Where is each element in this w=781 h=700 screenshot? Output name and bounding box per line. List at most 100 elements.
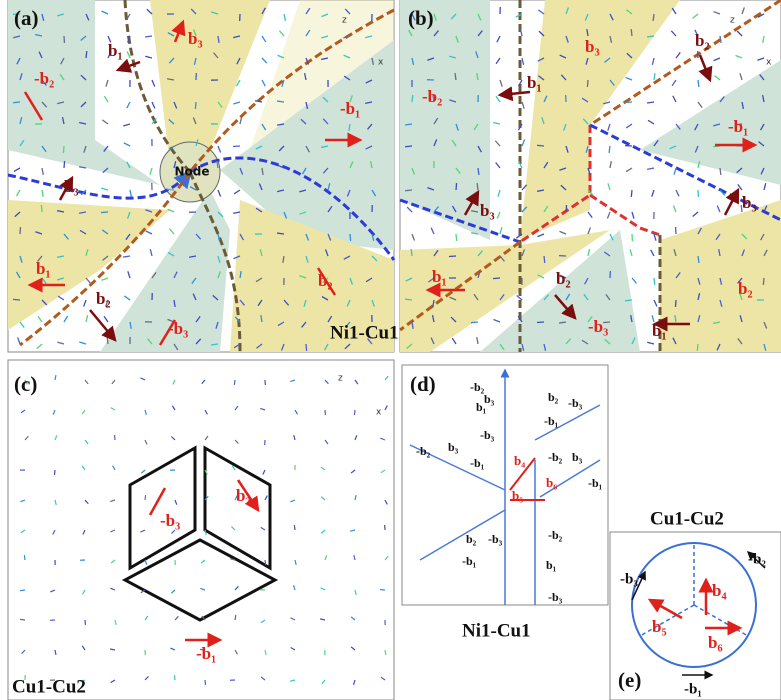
axis-label: z	[338, 374, 343, 384]
panel-label: (a)	[14, 6, 39, 30]
vector-label: b₂	[236, 486, 251, 505]
field-arrow	[20, 619, 25, 620]
field-arrow	[449, 256, 456, 257]
vector-label: -b₂	[416, 444, 431, 458]
field-arrow	[63, 146, 64, 153]
field-arrow	[294, 525, 295, 530]
vector-label: b₆	[546, 475, 557, 490]
field-arrow	[20, 590, 25, 591]
field-arrow	[195, 102, 196, 109]
vector-label: b₃	[585, 37, 600, 56]
vector-label: b₂	[695, 31, 710, 50]
field-arrow	[174, 675, 175, 680]
vector-label: b₁	[546, 558, 557, 572]
field-arrow	[720, 168, 721, 175]
vector-label: b₂	[318, 271, 333, 290]
field-arrow	[456, 183, 457, 190]
vector-label: -b₁	[462, 554, 477, 568]
vector-label: -b₂	[470, 380, 485, 394]
field-arrow	[631, 190, 632, 197]
field-arrow	[537, 145, 544, 146]
field-arrow	[697, 344, 698, 351]
vector-label: -b₃	[488, 532, 503, 546]
vector-label: -b₁	[470, 456, 485, 470]
field-arrow	[354, 410, 355, 415]
vector-label: -b₃	[568, 396, 583, 410]
vector-label: b₂	[548, 390, 559, 404]
vector-label: -b₃	[548, 590, 563, 604]
panel-label: (e)	[618, 668, 641, 692]
vector-label: -b₂	[548, 450, 563, 464]
field-arrow	[493, 278, 500, 279]
vector-label: b₁	[432, 267, 447, 286]
vector-label: b₂	[96, 289, 111, 308]
field-arrow	[654, 278, 655, 285]
field-arrow	[631, 29, 632, 36]
field-arrow	[456, 234, 457, 241]
vector-label: -b₁	[728, 117, 748, 136]
axis-label: x	[766, 58, 772, 68]
field-arrow	[405, 146, 412, 147]
field-arrow	[145, 495, 146, 500]
vector-label: -b₃	[588, 317, 608, 336]
vector-label: -b₁	[340, 99, 360, 118]
figure: (a) Node z x b₁ b₃ -b₂ -b₁ b₃ b₁ b₂ -b₃ …	[0, 0, 781, 700]
caption: Ni1-Cu1	[462, 620, 531, 641]
vector-label: b₃	[480, 201, 495, 220]
vector-label: -b₂	[422, 87, 442, 106]
panel-label: (c)	[14, 372, 37, 396]
field-arrow	[86, 51, 87, 58]
vector-label: -b₂	[34, 69, 54, 88]
vector-label: -b₃	[480, 428, 495, 442]
panel-label: (b)	[408, 6, 434, 30]
field-arrow	[13, 102, 20, 103]
vector-label: b₃	[64, 177, 79, 196]
node-label: Node	[174, 165, 209, 179]
field-arrow	[763, 278, 764, 285]
field-arrow	[277, 233, 284, 234]
field-arrow	[412, 95, 413, 102]
vector-label: b₄	[514, 453, 525, 468]
field-arrow	[277, 101, 284, 102]
vector-label: -b₂	[548, 528, 563, 542]
vector-label: b₃	[484, 392, 495, 406]
vector-label: b₂	[466, 532, 477, 546]
field-arrow	[233, 146, 240, 147]
field-arrow	[54, 470, 55, 475]
caption: Ni1-Cu1	[330, 322, 399, 343]
field-arrow	[411, 249, 412, 256]
vector-label: -b₃	[168, 319, 188, 338]
field-arrow	[625, 300, 632, 301]
field-arrow	[587, 80, 588, 87]
caption: Cu1-Cu2	[12, 676, 86, 697]
axis-label: x	[378, 58, 384, 68]
field-arrow	[41, 205, 42, 212]
field-arrow	[13, 299, 20, 300]
vector-label: b₁	[108, 41, 123, 60]
axis-label: z	[342, 16, 347, 26]
field-arrow	[64, 161, 65, 168]
field-arrow	[234, 380, 235, 385]
field-arrow	[265, 560, 266, 565]
vector-label: b₃	[448, 440, 459, 454]
vector-label: b₆	[708, 633, 723, 652]
field-arrow	[167, 189, 174, 190]
field-arrow	[471, 322, 478, 323]
field-arrow	[101, 212, 108, 213]
vector-label: b₅	[652, 617, 667, 636]
vector-label: b₄	[712, 581, 727, 600]
vector-label: -b₁	[544, 414, 559, 428]
caption: Cu1-Cu2	[650, 508, 724, 529]
vector-label: -b₁	[684, 681, 702, 697]
vector-label: b₁	[652, 321, 667, 340]
vector-label: -b₂	[748, 551, 766, 567]
field-arrow	[205, 680, 206, 685]
vector-label: -b₃	[160, 511, 180, 530]
vector-label: b₃	[742, 193, 757, 212]
field-arrow	[107, 337, 108, 344]
field-arrow	[675, 300, 676, 307]
field-arrow	[698, 80, 699, 87]
vector-label: -b₃	[620, 571, 638, 587]
vector-label: b₁	[36, 259, 51, 278]
field-arrow	[405, 299, 412, 300]
